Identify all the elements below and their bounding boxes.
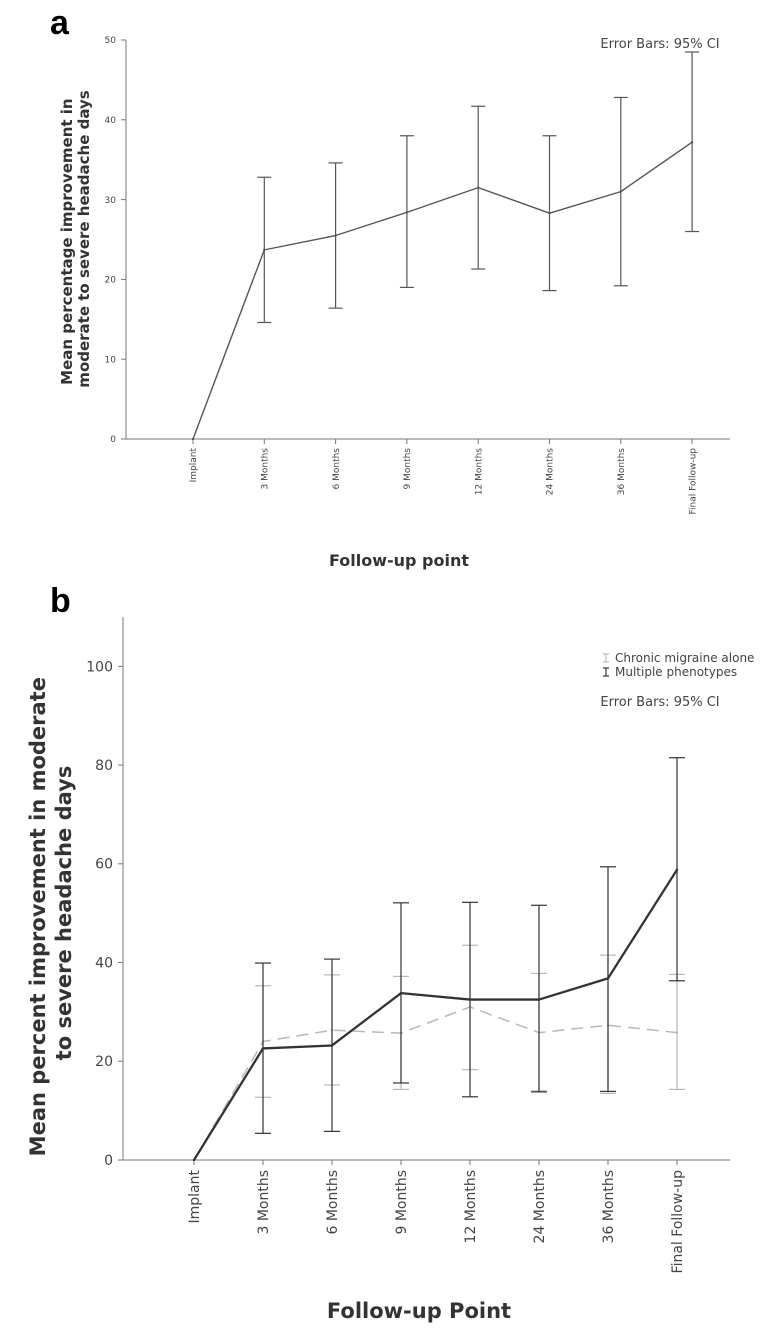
panel-a-letter: a [50,4,70,42]
panel-a-axes: 0 10 20 30 40 50 Implant 3 Months 6 Months 9 Mont… [105,36,730,515]
legend-label-chronic-migraine-alone: Chronic migraine alone [615,651,754,665]
panel-b-x-tick-label-6-months: 6 Months [325,1170,341,1235]
panel-a-y-tick-label-0: 0 [110,435,116,445]
panel-b-point-multiple-phenotypes-final-follow-up [675,868,679,871]
panel-a-x-tick-label-36-months: 36 Months [617,448,627,496]
panel-b-axes: 0 20 40 60 80 100 Implant 3 Months 6 Months 9 Mon… [86,617,730,1273]
panel-b-x-tick-label-12-months: 12 Months [463,1170,479,1243]
panel-a-x-tick-label-12-months: 12 Months [474,448,484,496]
panel-b-x-tick-label-9-months: 9 Months [394,1170,410,1235]
panel-a-x-tick-label-3-months: 3 Months [260,448,270,490]
panel-a-point-series-1-3-months [263,248,266,252]
panel-b-x-tick-label-implant: Implant [187,1169,203,1223]
panel-a-y-tick-label-50: 50 [105,36,117,46]
panel-b-point-multiple-phenotypes-36-months [606,977,610,980]
panel-a-point-series-1-9-months [405,211,409,214]
panel-b-point-multiple-phenotypes-12-months [468,998,472,1001]
panel-b-point-multiple-phenotypes-24-months [537,998,541,1001]
panel-a-y-tick-label-20: 20 [105,276,117,286]
panel-a-y-axis-title: Mean percentage improvement in moderate … [58,90,93,387]
panel-a-y-tick-label-40: 40 [105,116,117,126]
panel-a-y-axis-title-line-1: Mean percentage improvement in [58,98,76,384]
panel-a: a 0 10 20 30 40 50 Implant 3 Months 6 Months 9 Mo… [50,4,730,570]
panel-a-x-tick-label-9-months: 9 Months [403,448,413,490]
panel-b-y-axis-title-line-2: to severe headache days [52,766,76,1061]
panel-b-point-multiple-phenotypes-3-months [261,1047,265,1050]
panel-a-marks [191,51,700,441]
panel-b-y-axis-title-line-1: Mean percent improvement in moderate [26,677,50,1156]
panel-b-y-tick-label-100: 100 [86,659,113,675]
panel-a-point-series-1-12-months [477,186,480,189]
panel-a-x-tick-label-implant: Implant [189,448,199,483]
panel-a-point-series-1-36-months [619,190,622,193]
panel-b-x-tick-label-3-months: 3 Months [256,1170,272,1235]
panel-a-point-series-1-implant [191,437,195,441]
panel-b-point-multiple-phenotypes-implant [192,1158,196,1162]
panel-b-point-multiple-phenotypes-9-months [399,991,403,995]
panel-a-y-axis-title-line-2: moderate to severe headache days [75,90,93,387]
panel-b-x-tick-label-36-months: 36 Months [601,1170,617,1243]
panel-b-y-tick-label-0: 0 [104,1153,113,1169]
legend-label-multiple-phenotypes: Multiple phenotypes [615,665,737,679]
panel-a-x-axis-title: Follow-up point [329,551,469,570]
panel-b-legend: Chronic migraine alone Multiple phenotyp… [603,651,754,679]
panel-a-point-series-1-6-months [334,234,337,237]
panel-b-y-tick-label-80: 80 [95,758,113,774]
panel-b-error-bars-note: Error Bars: 95% CI [600,695,719,710]
panel-b-y-axis-title: Mean percent improvement in moderate to … [26,670,76,1157]
panel-b: b 0 20 40 60 80 100 Implant 3 Months 6 Months 9 M… [26,582,754,1323]
panel-a-line-series-1 [192,141,693,440]
panel-a-error-bars-note: Error Bars: 95% CI [600,37,719,52]
panel-b-y-tick-label-40: 40 [95,955,113,971]
panel-a-x-tick-label-6-months: 6 Months [332,448,342,490]
panel-b-y-tick-label-60: 60 [95,857,113,873]
panel-b-marks [192,757,685,1162]
panel-b-point-chronic-migraine-alone-final-follow-up [675,1031,679,1034]
panel-b-x-tick-label-24-months: 24 Months [532,1170,548,1243]
panel-a-point-series-1-24-months [548,211,551,215]
panel-b-y-tick-label-20: 20 [95,1054,113,1070]
panel-a-x-tick-label-final-follow-up: Final Follow-up [688,448,698,515]
panel-a-y-tick-label-30: 30 [105,196,117,206]
panel-b-line-multiple-phenotypes [193,869,678,1161]
panel-b-x-tick-label-final-follow-up: Final Follow-up [670,1170,686,1274]
panel-a-point-series-1-final-follow-up [690,140,694,144]
panel-b-point-multiple-phenotypes-6-months [330,1044,334,1047]
panel-b-letter: b [50,582,71,620]
panel-a-y-tick-label-10: 10 [105,355,117,365]
panel-a-x-tick-label-24-months: 24 Months [546,448,556,496]
panel-b-line-chronic-migraine-alone [193,1006,678,1161]
panel-b-x-axis-title: Follow-up Point [327,1299,511,1323]
